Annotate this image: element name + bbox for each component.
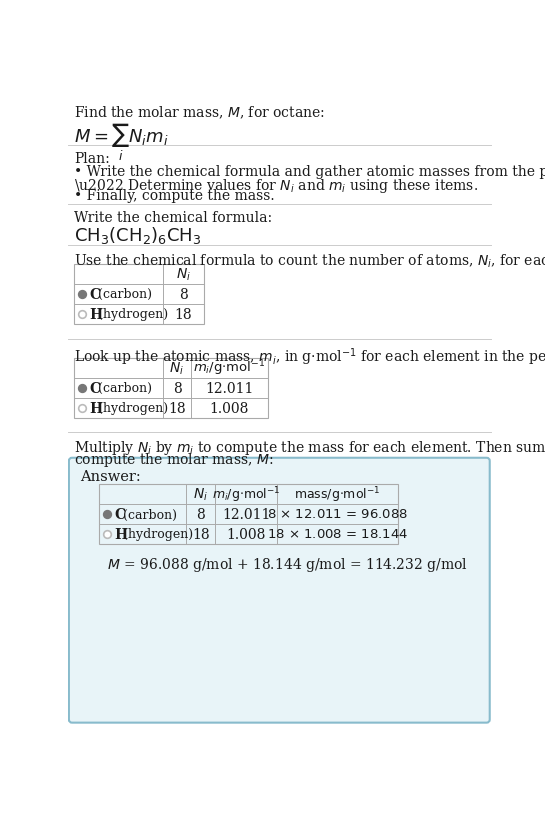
Text: C: C — [114, 507, 126, 522]
Text: Plan:: Plan: — [74, 152, 110, 166]
Text: Write the chemical formula:: Write the chemical formula: — [74, 210, 272, 224]
Text: 18 $\times$ 1.008 = 18.144: 18 $\times$ 1.008 = 18.144 — [267, 527, 408, 541]
Text: (hydrogen): (hydrogen) — [98, 308, 168, 321]
Text: Use the chemical formula to count the number of atoms, $N_i$, for each element:: Use the chemical formula to count the nu… — [74, 252, 545, 269]
Text: H: H — [114, 527, 128, 541]
Text: (hydrogen): (hydrogen) — [123, 527, 193, 541]
Text: 8: 8 — [179, 287, 188, 301]
Text: $N_i$: $N_i$ — [176, 266, 191, 283]
Text: Look up the atomic mass, $m_i$, in g$\cdot$mol$^{-1}$ for each element in the pe: Look up the atomic mass, $m_i$, in g$\cd… — [74, 346, 545, 368]
FancyBboxPatch shape — [69, 458, 490, 722]
Text: (carbon): (carbon) — [98, 382, 152, 395]
Text: 1.008: 1.008 — [227, 527, 266, 541]
Text: H: H — [89, 401, 102, 415]
Text: C: C — [89, 381, 100, 396]
Text: $N_i$: $N_i$ — [193, 486, 208, 503]
Text: compute the molar mass, $M$:: compute the molar mass, $M$: — [74, 450, 274, 468]
Text: Multiply $N_i$ by $m_i$ to compute the mass for each element. Then sum those val: Multiply $N_i$ by $m_i$ to compute the m… — [74, 438, 545, 456]
Text: • Write the chemical formula and gather atomic masses from the periodic table.: • Write the chemical formula and gather … — [74, 165, 545, 179]
Text: (carbon): (carbon) — [98, 288, 152, 301]
Bar — [99, 484, 397, 545]
Text: 18: 18 — [175, 307, 192, 321]
Bar — [74, 358, 268, 419]
Text: $m_i$/g$\cdot$mol$^{-1}$: $m_i$/g$\cdot$mol$^{-1}$ — [193, 359, 265, 378]
Text: • Finally, compute the mass.: • Finally, compute the mass. — [74, 189, 275, 203]
Text: 18: 18 — [192, 527, 209, 541]
Text: 8: 8 — [196, 507, 205, 522]
Text: (carbon): (carbon) — [123, 508, 177, 521]
Text: $M$ = 96.088 g/mol + 18.144 g/mol = 114.232 g/mol: $M$ = 96.088 g/mol + 18.144 g/mol = 114.… — [107, 555, 468, 573]
Text: $m_i$/g$\cdot$mol$^{-1}$: $m_i$/g$\cdot$mol$^{-1}$ — [212, 485, 281, 505]
Text: 1.008: 1.008 — [210, 401, 249, 415]
Text: mass/g$\cdot$mol$^{-1}$: mass/g$\cdot$mol$^{-1}$ — [294, 485, 380, 505]
Text: $N_i$: $N_i$ — [169, 360, 185, 377]
Text: $\mathrm{CH_3(CH_2)_6CH_3}$: $\mathrm{CH_3(CH_2)_6CH_3}$ — [74, 224, 202, 246]
Text: 12.011: 12.011 — [222, 507, 270, 522]
Text: C: C — [89, 287, 100, 301]
Text: \u2022 Determine values for $N_i$ and $m_i$ using these items.: \u2022 Determine values for $N_i$ and $m… — [74, 177, 479, 195]
Text: 8 $\times$ 12.011 = 96.088: 8 $\times$ 12.011 = 96.088 — [267, 508, 408, 521]
Text: 12.011: 12.011 — [205, 381, 253, 396]
Text: Answer:: Answer: — [80, 469, 141, 483]
Text: H: H — [89, 307, 102, 321]
Text: (hydrogen): (hydrogen) — [98, 401, 168, 414]
Text: 8: 8 — [173, 381, 181, 396]
Bar — [74, 265, 204, 324]
Text: 18: 18 — [168, 401, 186, 415]
Text: $M = \sum_i N_i m_i$: $M = \sum_i N_i m_i$ — [74, 121, 169, 162]
Text: Find the molar mass, $M$, for octane:: Find the molar mass, $M$, for octane: — [74, 105, 325, 121]
